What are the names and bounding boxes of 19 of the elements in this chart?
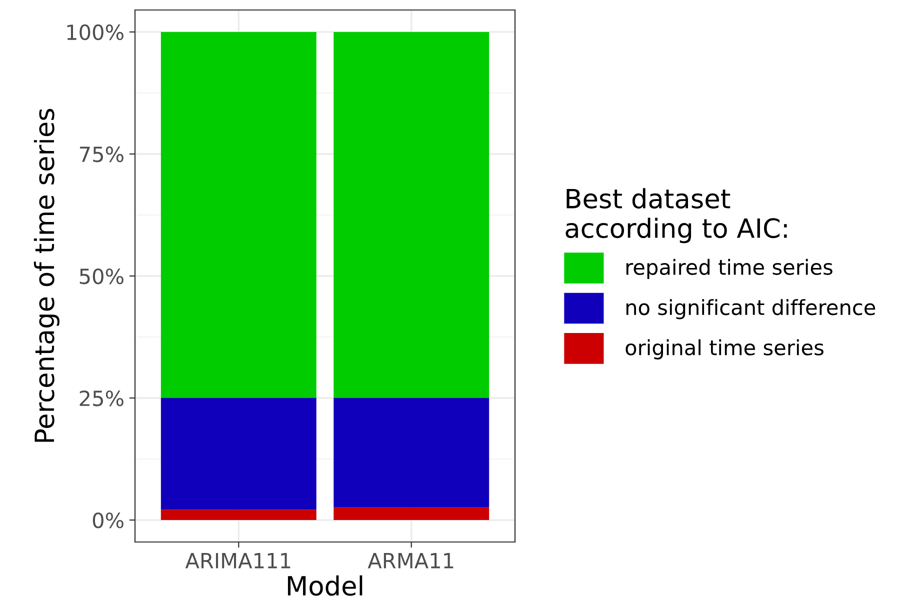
bar (334, 32, 490, 398)
bar (334, 507, 490, 520)
y-tick-label: 50% (80, 268, 124, 284)
y-axis-title: Percentage of time series (34, 108, 60, 442)
legend-label: no significant difference (626, 299, 876, 320)
bar (334, 398, 490, 508)
bar (160, 398, 316, 510)
legend-label: original time series (626, 339, 824, 360)
x-tick-label: ARIMA111 (185, 553, 290, 568)
y-tick-label: 0% (92, 512, 124, 528)
legend-title: Best dataset according to AIC: (566, 188, 787, 244)
legend-label: repaired time series (626, 258, 832, 280)
bar (160, 510, 316, 520)
x-tick-label: ARMA11 (368, 553, 454, 568)
y-tick-label: 75% (80, 146, 124, 162)
y-tick-label: 25% (80, 390, 124, 406)
x-axis-title: Model (288, 575, 362, 596)
bar (160, 32, 316, 398)
y-tick-label: 100% (67, 24, 124, 40)
